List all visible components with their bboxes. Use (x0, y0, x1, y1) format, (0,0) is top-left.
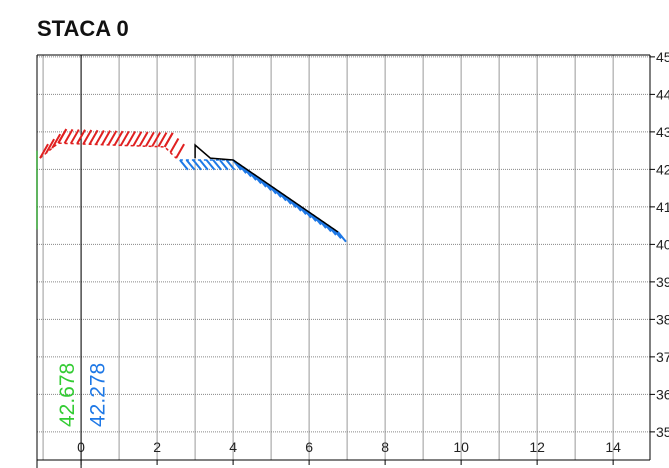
series-line (194, 143, 339, 233)
y-tick-label: 37 (656, 349, 669, 365)
hatch (138, 131, 149, 147)
series-line (179, 159, 339, 233)
hatch (151, 131, 162, 147)
annotation: 42.278 (86, 363, 109, 427)
x-tick-label: 2 (153, 439, 161, 455)
x-tick-label: 14 (605, 439, 621, 455)
x-tick-label: 10 (453, 439, 469, 455)
hatch (63, 128, 74, 144)
hatch (337, 231, 347, 243)
hatch (132, 131, 143, 147)
hatch (88, 129, 99, 145)
hatch (169, 138, 180, 153)
hatch (126, 131, 137, 147)
hatch (157, 132, 168, 148)
x-tick-label: 12 (529, 439, 545, 455)
y-tick-label: 38 (656, 311, 669, 327)
hatch (199, 159, 209, 171)
y-tick-label: 43 (656, 124, 669, 140)
x-tick-label: 4 (229, 439, 237, 455)
hatch (179, 159, 189, 171)
x-tick-label: 6 (305, 439, 313, 455)
y-tick-label: 36 (656, 386, 669, 402)
y-tick-label: 35 (656, 424, 669, 440)
series-line (39, 142, 177, 159)
hatch (76, 129, 86, 145)
chart-title: STACA 0 (37, 16, 129, 41)
hatch (45, 138, 55, 154)
hatch (51, 133, 62, 149)
hatch (57, 128, 68, 144)
hatch (205, 159, 216, 171)
annotation: 42.678 (56, 363, 79, 427)
y-tick-label: 39 (656, 274, 669, 290)
hatch (192, 159, 202, 171)
hatch (82, 129, 93, 145)
hatch (107, 130, 118, 146)
hatch (39, 143, 49, 159)
hatch (219, 159, 229, 171)
hatch (212, 159, 222, 171)
y-tick-label: 44 (656, 86, 669, 102)
hatch (225, 159, 236, 171)
y-tick-label: 42 (656, 161, 669, 177)
hatch (185, 159, 196, 171)
hatch (94, 129, 105, 145)
hatch (113, 130, 124, 146)
hatch (120, 130, 130, 146)
y-tick-label: 45 (656, 49, 669, 65)
y-tick-label: 41 (656, 199, 669, 215)
hatch (69, 129, 80, 145)
y-tick-label: 40 (656, 236, 669, 252)
x-tick-label: 8 (381, 439, 389, 455)
hatch (163, 132, 174, 148)
hatch (101, 130, 111, 146)
hatch (175, 143, 185, 159)
hatch (145, 131, 155, 147)
